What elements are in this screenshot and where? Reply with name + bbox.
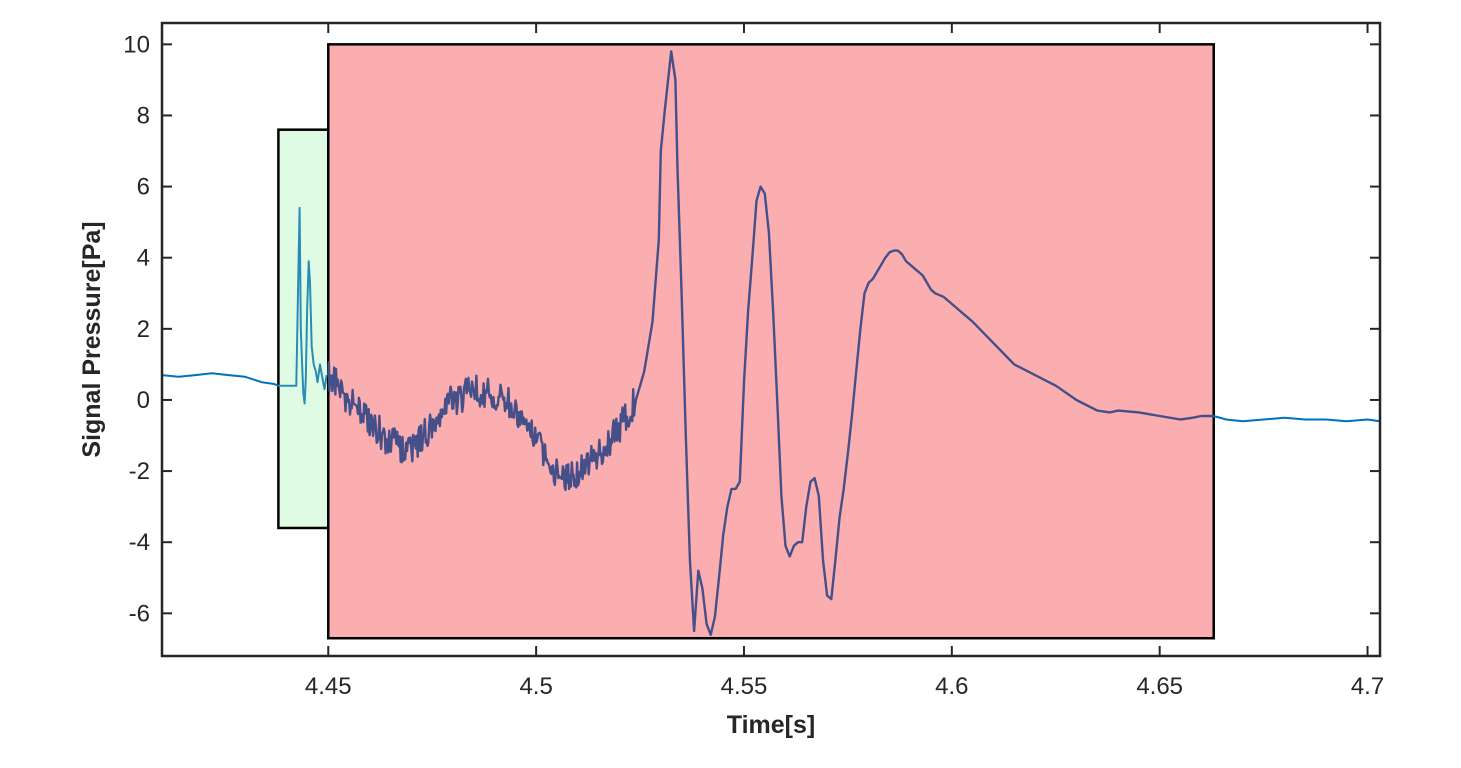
- y-tick-label: -2: [129, 458, 150, 485]
- x-tick-label: 4.45: [305, 673, 352, 700]
- y-tick-label: 4: [137, 245, 150, 272]
- x-tick-label: 4.65: [1136, 673, 1183, 700]
- y-tick-label: -6: [129, 600, 150, 627]
- region-2: [327, 43, 1215, 640]
- y-tick-label: 6: [137, 174, 150, 201]
- y-tick-label: 8: [137, 102, 150, 129]
- data-series: [161, 50, 1381, 636]
- x-axis-label: Time[s]: [727, 711, 815, 739]
- tick-labels: 4.45 4.5 4.55 4.6 4.65 4.7 10 8 6 4 2 0 -2 -4 -6: [123, 31, 1384, 700]
- axis-ticks: [162, 23, 1380, 656]
- y-tick-label: -4: [129, 529, 150, 556]
- y-tick-label: 10: [123, 31, 150, 58]
- x-tick-label: 4.5: [519, 673, 552, 700]
- highlight-regions: [277, 43, 1215, 640]
- region-1: [277, 128, 330, 530]
- series-line-3: [1213, 415, 1381, 423]
- y-tick-label: 2: [137, 316, 150, 343]
- series-line-1: [161, 372, 279, 387]
- plot-frame: [160, 21, 1382, 658]
- series-line-2: [278, 206, 328, 405]
- series-line-4: [327, 50, 1214, 636]
- y-tick-label: 0: [137, 387, 150, 414]
- y-axis-label: Signal Pressure[Pa]: [78, 221, 106, 457]
- x-tick-label: 4.6: [935, 673, 968, 700]
- x-tick-label: 4.7: [1351, 673, 1384, 700]
- x-tick-label: 4.55: [721, 673, 768, 700]
